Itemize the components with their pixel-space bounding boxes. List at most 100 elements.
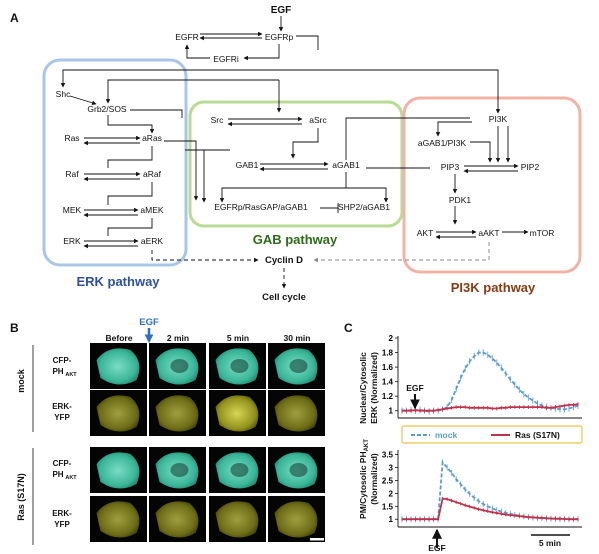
svg-text:YFP: YFP bbox=[54, 520, 70, 529]
y-tick-label: 2 bbox=[389, 489, 394, 498]
node-shc: Shc bbox=[56, 89, 71, 99]
legend-ras-label: Ras (S17N) bbox=[515, 430, 560, 440]
bottom-ylabel-2: (Normalized) bbox=[369, 453, 379, 505]
svg-text:AKT: AKT bbox=[65, 372, 77, 378]
node-aerk: aERK bbox=[141, 236, 164, 246]
y-tick-label: 1.4 bbox=[382, 378, 394, 387]
pi3k-pathway-box bbox=[402, 96, 582, 274]
micrograph-grid bbox=[90, 343, 325, 542]
bottom-series bbox=[401, 459, 579, 523]
node-pip2: PIP2 bbox=[521, 162, 540, 172]
legend-mock-label: mock bbox=[435, 430, 457, 440]
gab-pathway-box bbox=[188, 100, 404, 228]
node-cellcycle: Cell cycle bbox=[262, 292, 306, 303]
top-ylabel-2: ERK (Normalized) bbox=[369, 352, 379, 424]
panel-c: C Nuclear/Cytosolic ERK (Normalized) PM/… bbox=[344, 321, 583, 553]
row-label-1: CFP- PH AKT bbox=[52, 356, 77, 378]
svg-text:ERK-: ERK- bbox=[52, 509, 72, 518]
scale-label: 5 min bbox=[539, 538, 561, 548]
node-cyclind: Cyclin D bbox=[265, 255, 303, 266]
row-label-3: CFP- PH AKT bbox=[52, 459, 77, 481]
top-ylabel-1: Nuclear/Cytosolic bbox=[358, 352, 368, 424]
pathway-connectors bbox=[60, 16, 529, 249]
panel-b-letter: B bbox=[10, 321, 19, 335]
time-2min: 2 min bbox=[167, 333, 189, 343]
series-mock bbox=[402, 460, 578, 521]
y-tick-label: 2 bbox=[389, 334, 394, 343]
micrograph-r2-c4 bbox=[268, 390, 325, 436]
svg-text:PH: PH bbox=[52, 470, 63, 479]
y-tick-label: 1.6 bbox=[382, 363, 394, 372]
panel-c-letter: C bbox=[344, 321, 353, 335]
svg-text:CFP-: CFP- bbox=[53, 459, 72, 468]
row-label-4: ERK- YFP bbox=[52, 509, 72, 529]
panel-b: B EGF Before 2 min 5 min 30 min mock Ras… bbox=[10, 317, 325, 545]
micrograph-r1-c1 bbox=[90, 343, 147, 389]
top-series bbox=[401, 349, 579, 415]
node-egfr: EGFR bbox=[175, 32, 199, 42]
micrograph-r3-c4 bbox=[268, 447, 325, 493]
time-30min: 30 min bbox=[284, 333, 311, 343]
micrograph-r4-c4 bbox=[268, 496, 325, 542]
svg-text:PH: PH bbox=[52, 367, 63, 376]
series-mock bbox=[402, 351, 579, 413]
node-egf: EGF bbox=[271, 5, 292, 16]
svg-text:YFP: YFP bbox=[54, 413, 70, 422]
bottom-chart bbox=[397, 450, 582, 528]
micrograph-r1-c2 bbox=[149, 343, 206, 389]
panel-a-letter: A bbox=[10, 11, 19, 25]
series-ras bbox=[402, 497, 578, 521]
node-egfri: EGFRi bbox=[213, 54, 239, 64]
erk-pathway-label: ERK pathway bbox=[76, 274, 160, 289]
erk-pathway-box bbox=[42, 58, 188, 267]
condition-mock: mock bbox=[16, 368, 26, 393]
micrograph-r2-c3 bbox=[209, 390, 266, 436]
node-pdk1: PDK1 bbox=[449, 195, 471, 205]
bottom-egf-label: EGF bbox=[428, 543, 445, 553]
panel-a: A ERK pathway GAB pathway PI3K pathway E… bbox=[10, 5, 582, 303]
micrograph-r1-c4 bbox=[268, 343, 325, 389]
row-label-2: ERK- YFP bbox=[52, 402, 72, 422]
node-erk: ERK bbox=[63, 236, 81, 246]
top-ticks: 1 1.2 1.4 1.6 1.8 2 bbox=[382, 334, 398, 416]
y-tick-label: 1 bbox=[389, 407, 394, 416]
micrograph-r4-c3 bbox=[209, 496, 266, 542]
time-5min: 5 min bbox=[227, 333, 249, 343]
node-grb2sos: Grb2/SOS bbox=[87, 104, 127, 114]
top-egf-label: EGF bbox=[406, 383, 423, 393]
micrograph-r3-c3 bbox=[209, 447, 266, 493]
node-araf: aRaf bbox=[143, 169, 162, 179]
y-tick-label: 1.2 bbox=[382, 392, 394, 401]
node-src: Src bbox=[211, 115, 225, 125]
panel-b-egf-label: EGF bbox=[139, 317, 159, 328]
top-chart bbox=[397, 336, 582, 419]
node-asrc: aSrc bbox=[309, 115, 327, 125]
y-tick-label: 3 bbox=[389, 464, 394, 473]
node-ras: Ras bbox=[64, 133, 79, 143]
micrograph-r3-c1 bbox=[90, 447, 147, 493]
scale-bar-b bbox=[310, 538, 324, 541]
bottom-ylabel-1: PM/Cytosolic PHAKT bbox=[358, 439, 370, 519]
y-tick-label: 3.5 bbox=[382, 451, 394, 460]
y-tick-label: 1.8 bbox=[382, 349, 394, 358]
micrograph-r3-c2 bbox=[149, 447, 206, 493]
node-agab1pi3k: aGAB1/PI3K bbox=[418, 138, 467, 148]
cyclin-connectors bbox=[151, 250, 287, 289]
y-tick-label: 1 bbox=[389, 515, 394, 524]
akt-cyclin-connector bbox=[313, 242, 490, 263]
node-pip3: PIP3 bbox=[441, 162, 460, 172]
node-gab1: GAB1 bbox=[236, 160, 259, 170]
node-complex: EGFRp/RasGAP/aGAB1 bbox=[214, 202, 308, 212]
node-amek: aMEK bbox=[140, 205, 163, 215]
node-egfrp: EGFRp bbox=[265, 32, 294, 42]
svg-text:ERK-: ERK- bbox=[52, 402, 72, 411]
node-shp2: SHP2/aGAB1 bbox=[338, 202, 390, 212]
micrograph-r4-c2 bbox=[149, 496, 206, 542]
series-ras bbox=[402, 403, 579, 412]
micrograph-r2-c1 bbox=[90, 390, 147, 436]
node-mtor: mTOR bbox=[530, 228, 555, 238]
micrograph-r4-c1 bbox=[90, 496, 147, 542]
micrograph-r1-c3 bbox=[209, 343, 266, 389]
svg-text:AKT: AKT bbox=[65, 475, 77, 481]
